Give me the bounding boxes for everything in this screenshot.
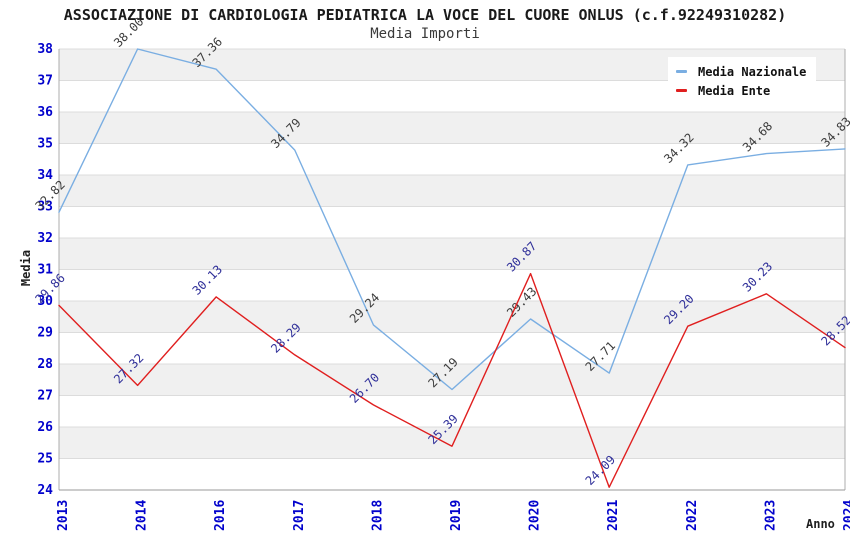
- data-point-label: 38.00: [111, 14, 146, 49]
- x-tick-label: 2020: [528, 500, 543, 531]
- x-tick-label: 2014: [135, 500, 150, 531]
- y-tick-label: 38: [37, 42, 53, 57]
- plot-band: [59, 427, 845, 459]
- y-tick-label: 33: [37, 200, 53, 215]
- legend-label-media-nazionale: Media Nazionale: [698, 64, 807, 79]
- plot-band: [59, 364, 845, 396]
- x-tick-label: 2023: [763, 500, 778, 531]
- x-tick-label: 2013: [56, 500, 71, 531]
- y-tick-label: 36: [37, 105, 53, 120]
- chart-subtitle: Media Importi: [370, 26, 480, 42]
- legend-item-media-ente: Media Ente: [676, 81, 806, 100]
- x-tick-label: 2024: [842, 500, 850, 531]
- plot-band: [59, 175, 845, 207]
- y-tick-label: 31: [37, 263, 53, 278]
- y-tick-label: 35: [37, 137, 53, 152]
- legend-item-media-nazionale: Media Nazionale: [676, 62, 806, 81]
- y-tick-label: 34: [37, 168, 53, 183]
- x-tick-label: 2016: [213, 500, 228, 531]
- y-tick-label: 30: [37, 294, 53, 309]
- y-tick-label: 24: [37, 483, 53, 498]
- y-tick-label: 32: [37, 231, 53, 246]
- series-line-media-nazionale: [58, 48, 846, 391]
- plot-band: [59, 301, 845, 333]
- plot-band: [59, 238, 845, 270]
- chart-title: ASSOCIAZIONE DI CARDIOLOGIA PEDIATRICA L…: [63, 6, 787, 24]
- x-tick-label: 2021: [606, 500, 621, 531]
- y-tick-label: 27: [37, 389, 53, 404]
- x-tick-label: 2017: [292, 500, 307, 531]
- y-tick-label: 26: [37, 420, 53, 435]
- y-tick-label: 25: [37, 452, 53, 467]
- legend-label-media-ente: Media Ente: [698, 83, 771, 98]
- legend-swatch-media-nazionale-icon: [676, 70, 687, 73]
- series-line-media-ente: [58, 272, 846, 488]
- plot-band: [59, 112, 845, 144]
- legend-swatch-media-ente-icon: [676, 89, 687, 92]
- x-axis-title: Anno: [806, 517, 835, 531]
- legend: Media Nazionale Media Ente: [668, 57, 817, 107]
- x-tick-label: 2019: [449, 500, 464, 531]
- y-tick-label: 37: [37, 74, 53, 89]
- y-tick-label: 29: [37, 326, 53, 341]
- y-tick-label: 28: [37, 357, 53, 372]
- x-tick-label: 2018: [370, 500, 385, 531]
- x-tick-label: 2022: [685, 500, 700, 531]
